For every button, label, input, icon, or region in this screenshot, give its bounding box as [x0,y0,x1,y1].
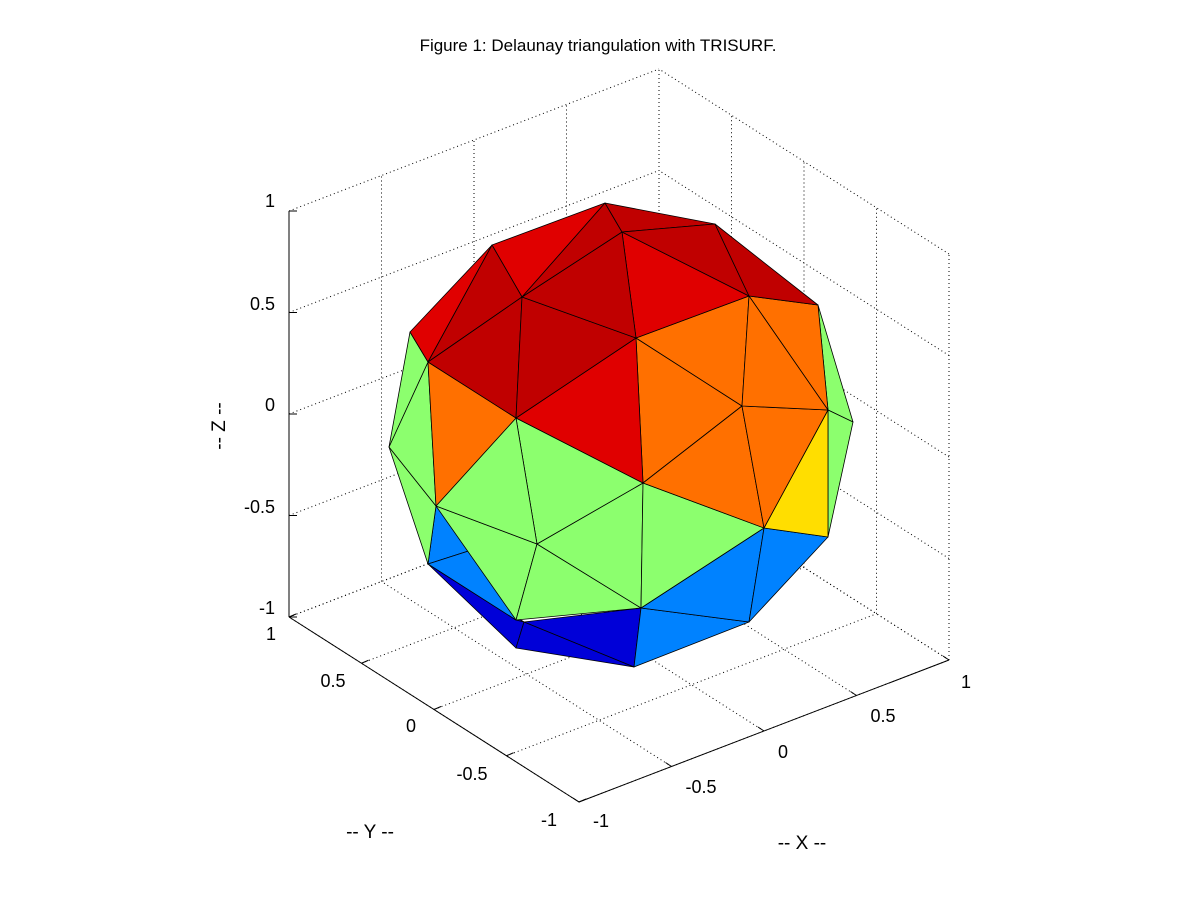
axes-lines [288,210,950,803]
y-tick-mark [578,798,587,803]
x-tick-mark [572,797,580,803]
y-tick-mark [288,613,297,618]
z-tick-labels: 1 0.5 0 -0.5 -1 [244,191,275,618]
y-tick-label: -1 [541,810,557,830]
z-tick-label: 0.5 [250,294,275,314]
z-axis-label: -- Z -- [209,402,230,449]
y-tick-mark [506,752,514,757]
z-tick-label: 0 [265,395,275,415]
z-tick-label: 1 [265,191,275,211]
facet [741,295,829,411]
facet [714,223,819,306]
x-tick-labels: -1 -0.5 0 0.5 1 [593,672,971,831]
y-tick-labels: 1 0.5 0 -0.5 -1 [266,624,557,830]
facet [827,409,854,538]
x-tick-label: -1 [593,811,609,831]
y-tick-mark [361,659,369,664]
y-tick-label: 0 [406,716,416,736]
sphere-surface [388,202,854,668]
y-axis-label: -- Y -- [346,822,394,843]
x-tick-mark [665,762,672,767]
x-tick-mark [850,691,857,696]
y-tick-mark [433,706,442,710]
x-tick-label: 0 [778,742,788,762]
x-tick-mark [942,655,950,661]
x-tick-label: -0.5 [685,777,716,797]
y-tick-label: 0.5 [320,671,345,691]
y-tick-label: 1 [266,624,276,644]
x-tick-mark [757,726,765,732]
x-tick-label: 1 [961,672,971,692]
facet [515,621,635,668]
x-tick-label: 0.5 [870,706,895,726]
z-tick-label: -0.5 [244,497,275,517]
z-tick-label: -1 [259,598,275,618]
y-tick-label: -0.5 [456,764,487,784]
x-axis-label: -- X -- [778,833,827,854]
chart-title: Figure 1: Delaunay triangulation with TR… [420,36,777,55]
